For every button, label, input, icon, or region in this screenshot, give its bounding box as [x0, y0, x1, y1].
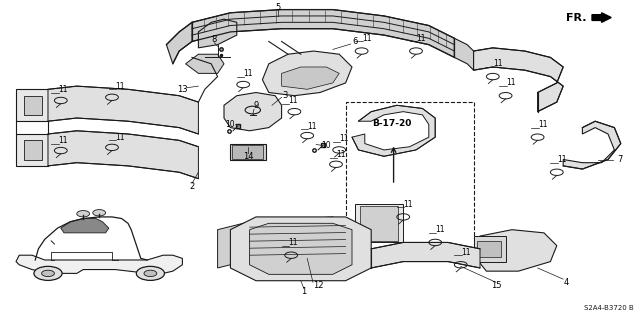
Polygon shape — [48, 131, 198, 179]
Text: 7: 7 — [617, 155, 622, 164]
Text: 5: 5 — [276, 4, 281, 12]
Polygon shape — [166, 22, 192, 64]
Bar — [355, 204, 403, 242]
Text: 11: 11 — [404, 200, 413, 209]
Polygon shape — [230, 217, 371, 281]
Circle shape — [93, 210, 106, 216]
Text: 12: 12 — [313, 281, 323, 290]
Circle shape — [144, 270, 157, 277]
Text: 3: 3 — [282, 91, 287, 100]
Polygon shape — [24, 96, 42, 115]
Bar — [346, 102, 474, 249]
Text: 11: 11 — [362, 34, 371, 43]
Bar — [230, 144, 266, 160]
Bar — [360, 206, 398, 241]
Text: 13: 13 — [177, 85, 188, 94]
Text: 1: 1 — [301, 287, 307, 296]
Polygon shape — [24, 140, 42, 160]
Text: 11: 11 — [289, 96, 298, 105]
Text: 11: 11 — [493, 59, 502, 68]
Polygon shape — [224, 93, 282, 131]
Text: 4: 4 — [564, 278, 569, 287]
Text: 11: 11 — [506, 78, 515, 87]
Polygon shape — [250, 223, 352, 274]
Bar — [250, 228, 346, 234]
Text: 10: 10 — [321, 141, 332, 150]
Text: 11: 11 — [116, 133, 125, 142]
Polygon shape — [477, 241, 501, 257]
Circle shape — [42, 270, 54, 277]
Text: 11: 11 — [461, 248, 470, 256]
Polygon shape — [243, 217, 352, 262]
Polygon shape — [16, 255, 182, 273]
Polygon shape — [61, 219, 109, 233]
Text: 11: 11 — [340, 134, 349, 143]
Text: B-17-20: B-17-20 — [372, 119, 412, 128]
Polygon shape — [192, 10, 454, 57]
Circle shape — [34, 266, 62, 280]
Text: 11: 11 — [557, 155, 566, 164]
Polygon shape — [563, 121, 621, 169]
Text: 15: 15 — [491, 281, 501, 290]
Text: S2A4-B3720 B: S2A4-B3720 B — [584, 305, 634, 311]
Text: 6: 6 — [353, 37, 358, 46]
Text: 11: 11 — [58, 85, 67, 94]
Polygon shape — [218, 223, 243, 268]
Text: 8: 8 — [212, 35, 217, 44]
Text: 11: 11 — [308, 122, 317, 130]
FancyArrow shape — [592, 13, 611, 22]
Circle shape — [136, 266, 164, 280]
Polygon shape — [282, 67, 339, 89]
Text: 11: 11 — [116, 82, 125, 91]
Polygon shape — [352, 105, 435, 156]
Text: 11: 11 — [436, 225, 445, 234]
Bar — [250, 249, 346, 255]
Polygon shape — [474, 48, 563, 112]
Bar — [250, 221, 346, 227]
Polygon shape — [262, 51, 352, 96]
Polygon shape — [454, 38, 474, 70]
Polygon shape — [186, 54, 224, 73]
Bar — [232, 145, 263, 159]
Polygon shape — [198, 19, 237, 48]
Text: 14: 14 — [243, 152, 253, 161]
Polygon shape — [474, 236, 506, 262]
Polygon shape — [371, 242, 480, 268]
Text: 9: 9 — [253, 101, 259, 110]
Text: 10: 10 — [225, 120, 236, 129]
Text: 11: 11 — [417, 34, 426, 43]
Text: 11: 11 — [289, 238, 298, 247]
Polygon shape — [48, 86, 198, 134]
Bar — [250, 235, 346, 241]
Text: FR.: FR. — [566, 12, 587, 23]
Text: 11: 11 — [538, 120, 547, 129]
Polygon shape — [16, 89, 48, 121]
Bar — [250, 242, 346, 248]
Text: 2: 2 — [189, 182, 195, 191]
Circle shape — [77, 211, 90, 217]
Polygon shape — [16, 134, 48, 166]
Text: 11: 11 — [244, 69, 253, 78]
Polygon shape — [474, 230, 557, 271]
Text: 11: 11 — [58, 136, 67, 145]
Text: 11: 11 — [337, 150, 346, 159]
